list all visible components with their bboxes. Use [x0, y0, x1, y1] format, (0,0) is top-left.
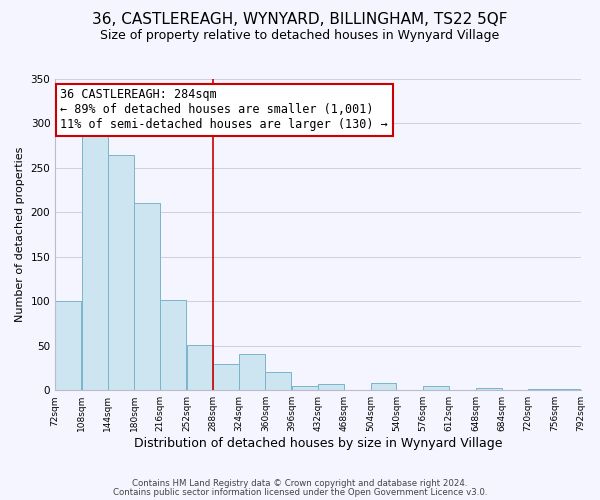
Bar	[108, 154, 134, 390]
Bar	[187, 345, 212, 390]
X-axis label: Distribution of detached houses by size in Wynyard Village: Distribution of detached houses by size …	[134, 437, 502, 450]
Bar	[476, 388, 502, 390]
Text: Contains public sector information licensed under the Open Government Licence v3: Contains public sector information licen…	[113, 488, 487, 497]
Bar	[371, 383, 397, 390]
Bar	[318, 384, 344, 390]
Bar	[55, 302, 81, 390]
Text: 36 CASTLEREAGH: 284sqm
← 89% of detached houses are smaller (1,001)
11% of semi-: 36 CASTLEREAGH: 284sqm ← 89% of detached…	[61, 88, 388, 132]
Text: Size of property relative to detached houses in Wynyard Village: Size of property relative to detached ho…	[100, 29, 500, 42]
Bar	[160, 300, 187, 390]
Bar	[82, 135, 107, 390]
Bar	[292, 386, 317, 390]
Y-axis label: Number of detached properties: Number of detached properties	[15, 147, 25, 322]
Bar	[265, 372, 292, 390]
Text: Contains HM Land Registry data © Crown copyright and database right 2024.: Contains HM Land Registry data © Crown c…	[132, 478, 468, 488]
Bar	[423, 386, 449, 390]
Text: 36, CASTLEREAGH, WYNYARD, BILLINGHAM, TS22 5QF: 36, CASTLEREAGH, WYNYARD, BILLINGHAM, TS…	[92, 12, 508, 28]
Bar	[239, 354, 265, 390]
Bar	[134, 204, 160, 390]
Bar	[213, 364, 239, 390]
